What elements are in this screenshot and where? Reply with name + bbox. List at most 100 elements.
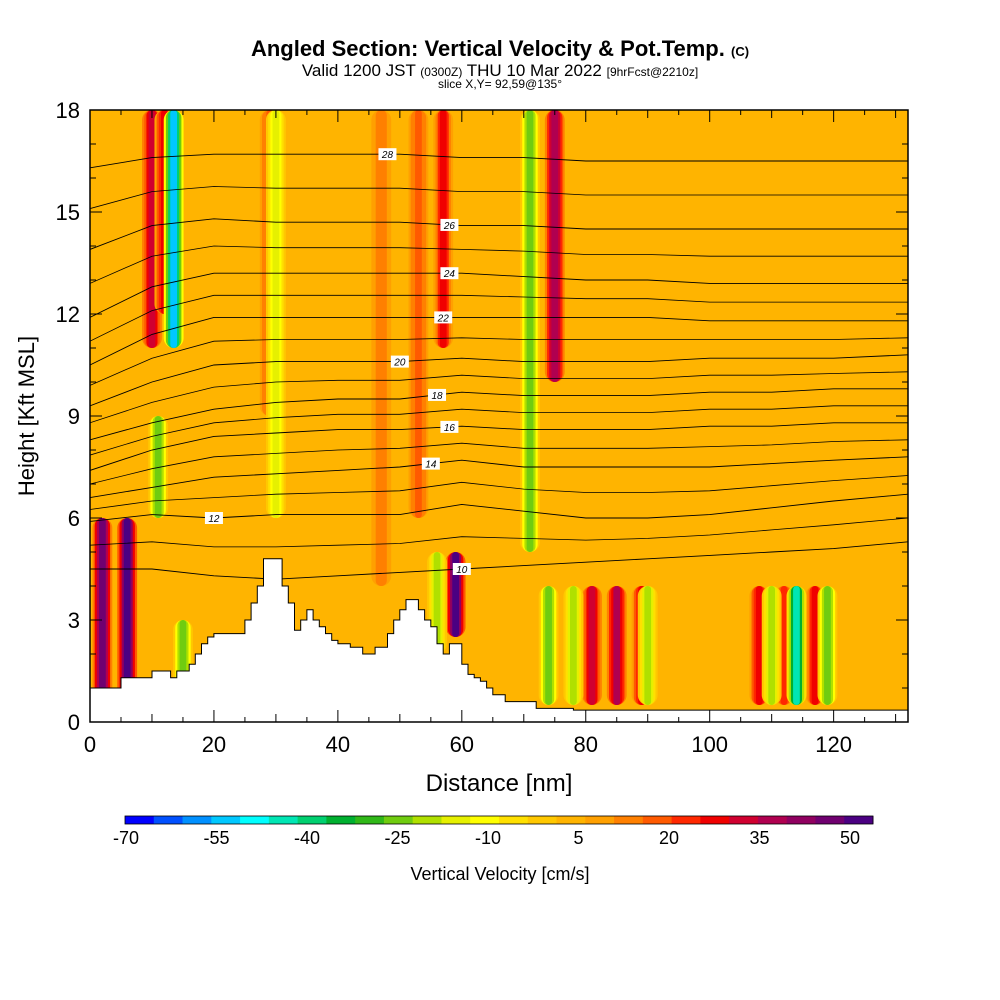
isentrope-line (90, 316, 908, 366)
isentrope-label-bg (428, 388, 447, 401)
isentrope-label: 28 (381, 150, 394, 161)
updraft-column (551, 110, 559, 382)
isentrope-line (90, 272, 908, 318)
isentrope-line (90, 439, 908, 485)
isentrope-label: 10 (456, 565, 468, 576)
updraft-column (780, 586, 788, 705)
y-tick-label: 6 (68, 506, 80, 531)
colorbar-swatch (556, 816, 586, 824)
colorbar-swatch (671, 816, 701, 824)
colorbar-swatch (153, 816, 184, 824)
colorbar-tick-label: 20 (659, 828, 679, 848)
isentrope-line (90, 371, 908, 424)
colorbar: -70 -55 -40 -25 -10 5 20 35 50 Vertical Velocity … (113, 815, 874, 884)
y-tick-label: 12 (56, 302, 80, 327)
isentrope-label: 14 (425, 460, 437, 471)
colorbar-swatch (527, 816, 558, 824)
colorbar-swatch (470, 816, 500, 824)
downdraft-column (170, 110, 178, 348)
x-tick-label: 100 (691, 732, 728, 757)
colorbar-tick-label: -55 (203, 828, 229, 848)
colorbar-swatch (729, 816, 759, 824)
velocity-field (90, 110, 908, 722)
x-tick-label: 120 (815, 732, 852, 757)
colorbar-swatch (815, 816, 845, 824)
downdraft-column (644, 586, 652, 705)
colorbar-swatch (700, 816, 730, 824)
updraft-column (588, 586, 596, 705)
isentrope-label-bg (440, 420, 459, 433)
isentrope-label-bg (440, 218, 459, 231)
colorbar-swatch (441, 816, 471, 824)
terrain (90, 558, 908, 722)
colorbar-tick-label: 35 (749, 828, 769, 848)
isentrope-line (90, 218, 908, 250)
y-tick-label: 15 (56, 200, 80, 225)
isentrope-line (90, 405, 908, 456)
updraft-column (123, 518, 131, 705)
y-tick-label: 9 (68, 404, 80, 429)
downdraft-column (824, 586, 831, 705)
isentrope-line (90, 294, 908, 342)
colorbar-swatch (844, 816, 874, 824)
x-axis-label: Distance [nm] (426, 770, 573, 797)
isentrope-label: 20 (393, 358, 406, 369)
colorbar-tick-label: 50 (840, 828, 860, 848)
updraft-column (415, 110, 422, 518)
isentrope-label: 24 (443, 269, 456, 280)
isentrope-label: 12 (208, 514, 220, 525)
isentrope-line (90, 245, 908, 284)
isentrope-line (90, 337, 908, 386)
colorbar-swatch (240, 816, 270, 824)
isentrope-line (90, 153, 908, 169)
downdraft-column (793, 586, 800, 705)
x-tick-label: 20 (202, 732, 226, 757)
isentrope-label: 16 (444, 423, 456, 434)
isentrope-line (90, 388, 908, 441)
isentrope-line (90, 493, 908, 522)
updraft-column (811, 586, 819, 705)
colorbar-swatch (757, 816, 788, 824)
y-tick-label: 0 (68, 710, 80, 735)
x-tick-label: 60 (450, 732, 474, 757)
isentrope-label-bg (390, 355, 409, 368)
updraft-column (755, 586, 763, 705)
isentrope-label-bg (378, 148, 397, 161)
colorbar-tick-label: 5 (573, 828, 583, 848)
colorbar-label: Vertical Velocity [cm/s] (410, 864, 589, 884)
isentropes: 10 12 14 16 18 20 22 24 26 28 (90, 148, 908, 580)
isentrope-label: 22 (437, 313, 450, 324)
terrain-profile (90, 558, 908, 722)
colorbar-swatch (614, 816, 644, 824)
downdraft-column (545, 586, 552, 705)
colorbar-tick-label: -70 (113, 828, 139, 848)
colorbar-swatch (182, 816, 212, 824)
isentrope-line (90, 422, 908, 471)
colorbar-swatch (268, 816, 299, 824)
updraft-column (148, 110, 156, 348)
colorbar-swatch (412, 816, 442, 824)
isentrope-line (90, 354, 908, 407)
colorbar-swatch (211, 816, 241, 824)
colorbar-tick-label: -40 (294, 828, 320, 848)
colorbar-frame (124, 815, 874, 825)
colorbar-tick-label: -25 (384, 828, 410, 848)
y-tick-label: 3 (68, 608, 80, 633)
isentrope-label: 18 (431, 391, 443, 402)
colorbar-swatch (383, 816, 414, 824)
x-tick-label: 40 (326, 732, 350, 757)
chart-title: Angled Section: Vertical Velocity & Pot.… (250, 36, 750, 61)
isentrope-line (90, 541, 908, 580)
x-tick-label: 0 (84, 732, 96, 757)
downdraft-column (526, 110, 534, 552)
colorbar-tick-label: -10 (475, 828, 501, 848)
colorbar-swatch (499, 816, 529, 824)
colorbar-swatch (326, 816, 356, 824)
isentrope-line (90, 456, 908, 499)
downdraft-column (768, 586, 776, 705)
chart-slice-info: slice X,Y= 92,59@135° (437, 77, 563, 91)
y-axis-label: Height [Kft MSL] (14, 336, 39, 496)
updraft-column (377, 110, 385, 586)
downdraft-column (272, 110, 280, 518)
